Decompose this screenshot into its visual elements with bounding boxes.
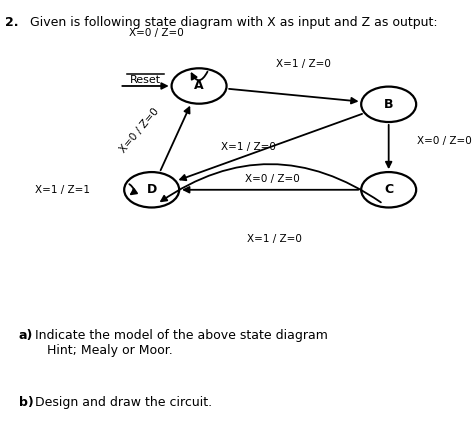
Text: C: C [384,183,393,196]
Text: X=0 / Z=0: X=0 / Z=0 [118,106,161,154]
Text: Design and draw the circuit.: Design and draw the circuit. [31,396,212,410]
Text: X=0 / Z=0: X=0 / Z=0 [417,136,472,146]
Text: B: B [384,98,393,111]
Text: X=1 / Z=1: X=1 / Z=1 [35,185,90,195]
Text: X=1 / Z=0: X=1 / Z=0 [221,142,276,152]
Text: D: D [146,183,157,196]
Text: X=1 / Z=0: X=1 / Z=0 [276,59,331,69]
Text: X=0 / Z=0: X=0 / Z=0 [129,28,184,38]
Text: X=0 / Z=0: X=0 / Z=0 [245,174,300,184]
Text: 2.: 2. [5,16,18,29]
Text: X=1 / Z=0: X=1 / Z=0 [247,234,302,244]
Text: Reset: Reset [130,75,161,85]
Text: Given is following state diagram with X as input and Z as output:: Given is following state diagram with X … [26,16,438,29]
Text: a): a) [19,329,33,342]
Text: b): b) [19,396,34,410]
Text: A: A [194,79,204,92]
Text: Indicate the model of the above state diagram
    Hint; Mealy or Moor.: Indicate the model of the above state di… [31,329,328,357]
